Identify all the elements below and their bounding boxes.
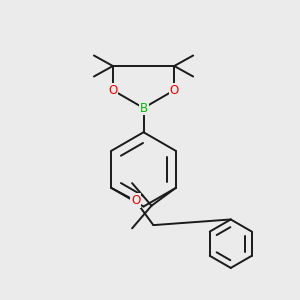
Text: O: O: [169, 84, 179, 97]
Text: O: O: [108, 84, 118, 97]
Text: O: O: [131, 194, 140, 207]
Text: B: B: [140, 101, 148, 115]
